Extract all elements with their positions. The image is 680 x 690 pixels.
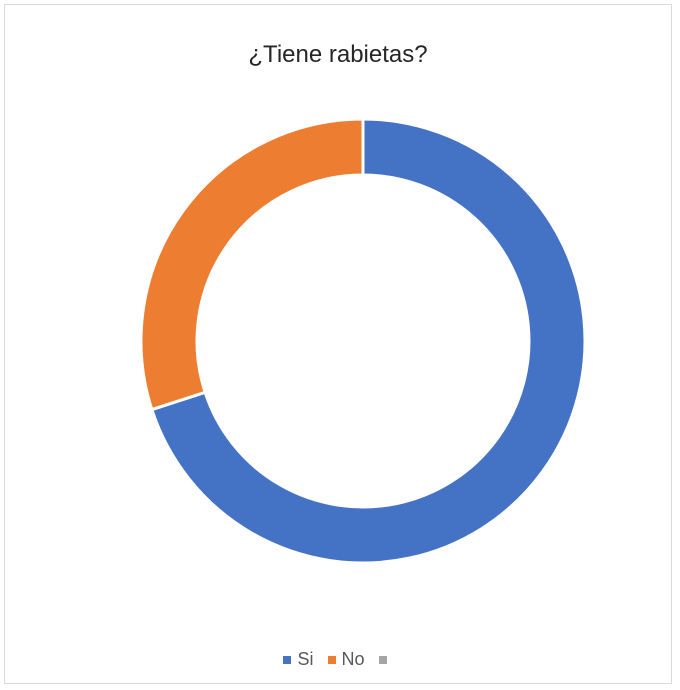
chart-legend: Si No: [5, 649, 671, 670]
legend-swatch-empty: [378, 655, 387, 664]
legend-label-si: Si: [297, 649, 314, 669]
legend-item-si: Si: [283, 649, 314, 670]
legend-item-empty: [378, 655, 393, 664]
legend-swatch-no: [327, 655, 336, 664]
donut-chart: [139, 117, 587, 565]
legend-label-no: No: [341, 649, 365, 669]
legend-swatch-si: [283, 655, 292, 664]
donut-slice-no: [139, 117, 365, 412]
legend-item-no: No: [327, 649, 365, 670]
chart-title: ¿Tiene rabietas?: [248, 41, 428, 68]
chart-area: ¿Tiene rabietas? Si No: [4, 4, 672, 684]
donut-slice-si: [149, 117, 587, 565]
